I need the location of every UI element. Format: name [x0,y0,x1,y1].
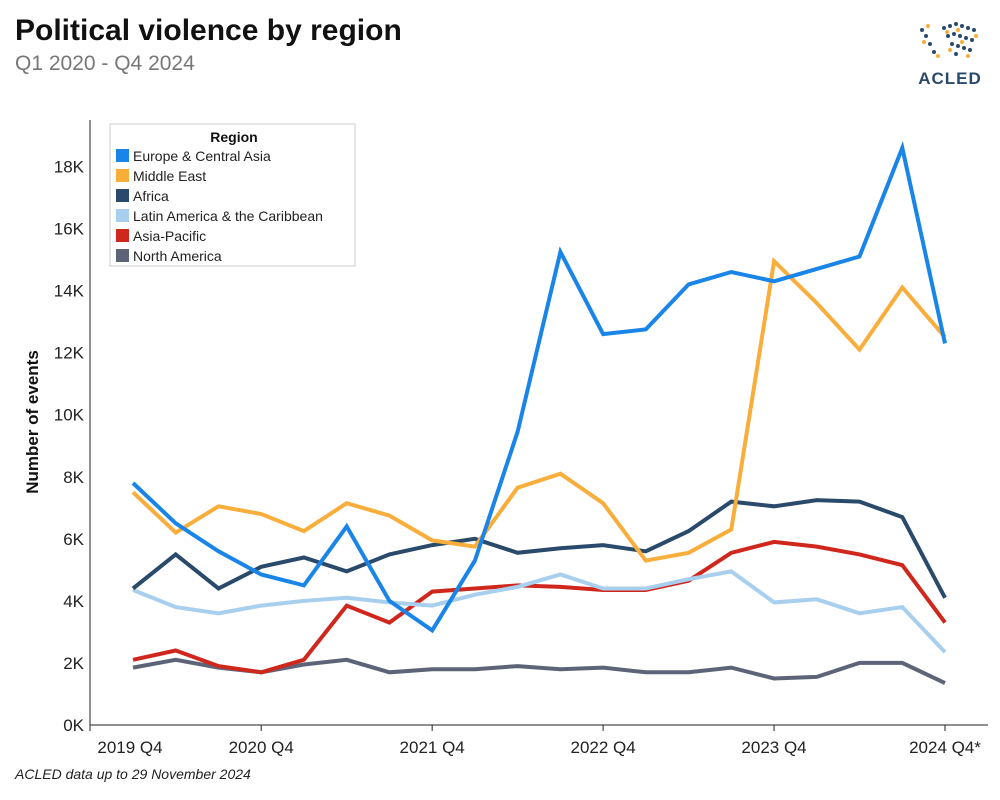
legend-swatch [116,189,129,202]
y-tick-label: 12K [54,344,85,363]
y-tick-label: 2K [63,654,84,673]
series-line-1 [131,257,947,563]
acled-logo: ACLED [914,16,986,89]
series-line-2 [131,498,947,599]
chart-subtitle: Q1 2020 - Q4 2024 [15,52,195,75]
legend-swatch [116,229,129,242]
world-map-dots-icon [920,22,978,58]
legend-title: Region [210,129,257,145]
y-tick-label: 6K [63,530,84,549]
x-tick-label: 2024 Q4* [909,738,981,757]
y-tick-label: 0K [63,716,84,735]
legend-label: Africa [133,188,169,204]
legend-swatch [116,209,129,222]
y-tick-label: 4K [63,592,84,611]
series-line-3 [132,569,947,654]
y-tick-label: 10K [54,406,85,425]
y-tick-label: 14K [54,282,85,301]
x-tick-label: 2022 Q4 [570,738,635,757]
y-tick-label: 16K [54,220,85,239]
legend-label: Middle East [133,168,206,184]
y-tick-label: 8K [63,468,84,487]
legend-label: Europe & Central Asia [133,148,271,164]
x-tick-label: 2019 Q4 [97,738,162,757]
series-line-4 [132,539,947,675]
legend-swatch [116,249,129,262]
legend-swatch [116,169,129,182]
y-axis-title: Number of events [23,350,42,494]
y-tick-label: 18K [54,158,85,177]
legend-label: Asia-Pacific [133,228,206,244]
footnote: ACLED data up to 29 November 2024 [15,766,251,782]
x-tick-label: 2020 Q4 [229,738,294,757]
x-tick-label: 2021 Q4 [400,738,465,757]
series-line-0 [131,141,947,634]
chart-title: Political violence by region [15,14,402,47]
legend-swatch [116,149,129,162]
legend-label: North America [133,248,222,264]
legend-label: Latin America & the Caribbean [133,208,323,224]
legend-box [109,123,356,267]
logo-text: ACLED [918,69,982,88]
x-tick-label: 2023 Q4 [741,738,806,757]
